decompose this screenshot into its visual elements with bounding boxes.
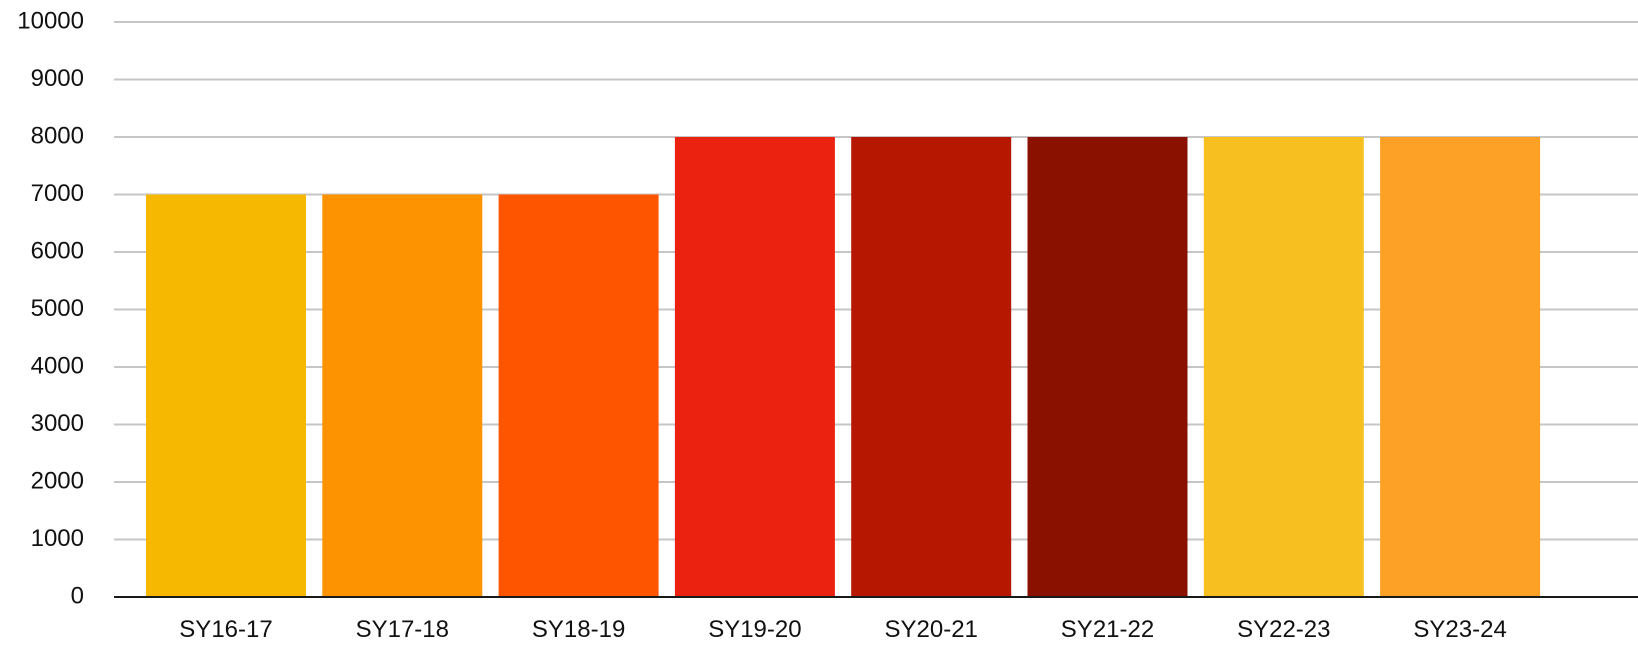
y-tick-label: 4000 <box>31 352 84 379</box>
y-tick-label: 7000 <box>31 180 84 207</box>
y-tick-label: 5000 <box>31 295 84 322</box>
x-axis-tick-labels: SY16-17 SY17-18 SY18-19 SY19-20 SY20-21 SY21-… <box>179 616 1507 643</box>
y-axis-tick-labels: 0 1000 2000 3000 4000 5000 6000 7000 8000 9000 100… <box>17 7 84 609</box>
bar-sy18-19 <box>498 194 659 597</box>
y-tick-label: 1000 <box>31 525 84 552</box>
bar-sy20-21 <box>851 137 1012 597</box>
x-tick-label: SY17-18 <box>356 616 449 643</box>
y-tick-label: 8000 <box>31 122 84 149</box>
bar-sy23-24 <box>1380 137 1541 597</box>
bars <box>146 137 1541 597</box>
y-tick-label: 10000 <box>17 7 84 34</box>
bar-sy22-23 <box>1203 137 1364 597</box>
bar-sy21-22 <box>1027 137 1188 597</box>
x-tick-label: SY19-20 <box>708 616 801 643</box>
x-tick-label: SY20-21 <box>884 616 977 643</box>
y-tick-label: 2000 <box>31 467 84 494</box>
y-tick-label: 3000 <box>31 410 84 437</box>
y-tick-label: 9000 <box>31 65 84 92</box>
x-tick-label: SY16-17 <box>179 616 272 643</box>
y-tick-label: 6000 <box>31 237 84 264</box>
y-tick-label: 0 <box>71 582 84 609</box>
x-tick-label: SY22-23 <box>1237 616 1330 643</box>
x-tick-label: SY18-19 <box>532 616 625 643</box>
x-tick-label: SY21-22 <box>1061 616 1154 643</box>
bar-sy16-17 <box>146 194 306 597</box>
x-tick-label: SY23-24 <box>1413 616 1506 643</box>
bar-sy17-18 <box>322 194 483 597</box>
bar-sy19-20 <box>674 137 835 597</box>
